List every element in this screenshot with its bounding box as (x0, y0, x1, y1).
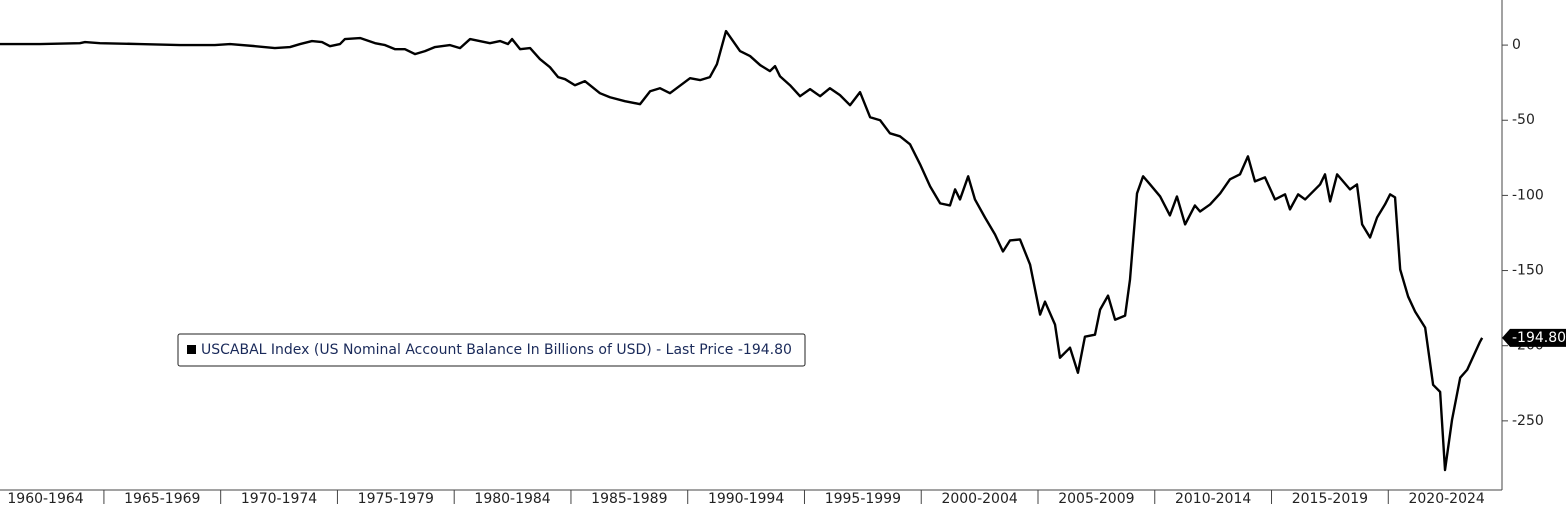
x-tick-label: 2005-2009 (1058, 491, 1134, 507)
last-price-tag: -194.80 (1502, 328, 1566, 347)
x-tick-label: 1970-1974 (241, 491, 317, 507)
line (0, 29, 1484, 472)
legend-swatch (187, 345, 196, 354)
legend-box (177, 333, 806, 367)
x-tick-label: 2000-2004 (941, 491, 1017, 507)
legend: USCABAL Index (US Nominal Account Balanc… (177, 333, 806, 367)
y-tick-label: -100 (1512, 187, 1544, 203)
x-tick-label: 1975-1979 (358, 491, 434, 507)
x-tick-label: 1980-1984 (474, 491, 550, 507)
x-tick-label: 2010-2014 (1175, 491, 1251, 507)
y-tick-label: -250 (1512, 413, 1544, 429)
last-price-label: -194.80 (1512, 330, 1566, 346)
x-tick-label: 1965-1969 (124, 491, 200, 507)
x-tick-label: 1990-1994 (708, 491, 784, 507)
x-tick-label: 1960-1964 (7, 491, 83, 507)
last-price-box (1502, 328, 1566, 347)
x-tick-label: 1985-1989 (591, 491, 667, 507)
y-tick-label: -150 (1512, 263, 1544, 279)
x-tick-label: 1995-1999 (825, 491, 901, 507)
x-tick-label: 2015-2019 (1292, 491, 1368, 507)
legend-label: USCABAL Index (US Nominal Account Balanc… (201, 342, 792, 358)
x-tick-label: 2020-2024 (1408, 491, 1484, 507)
y-tick-label: -50 (1512, 112, 1535, 128)
y-tick-label: 0 (1512, 37, 1521, 53)
